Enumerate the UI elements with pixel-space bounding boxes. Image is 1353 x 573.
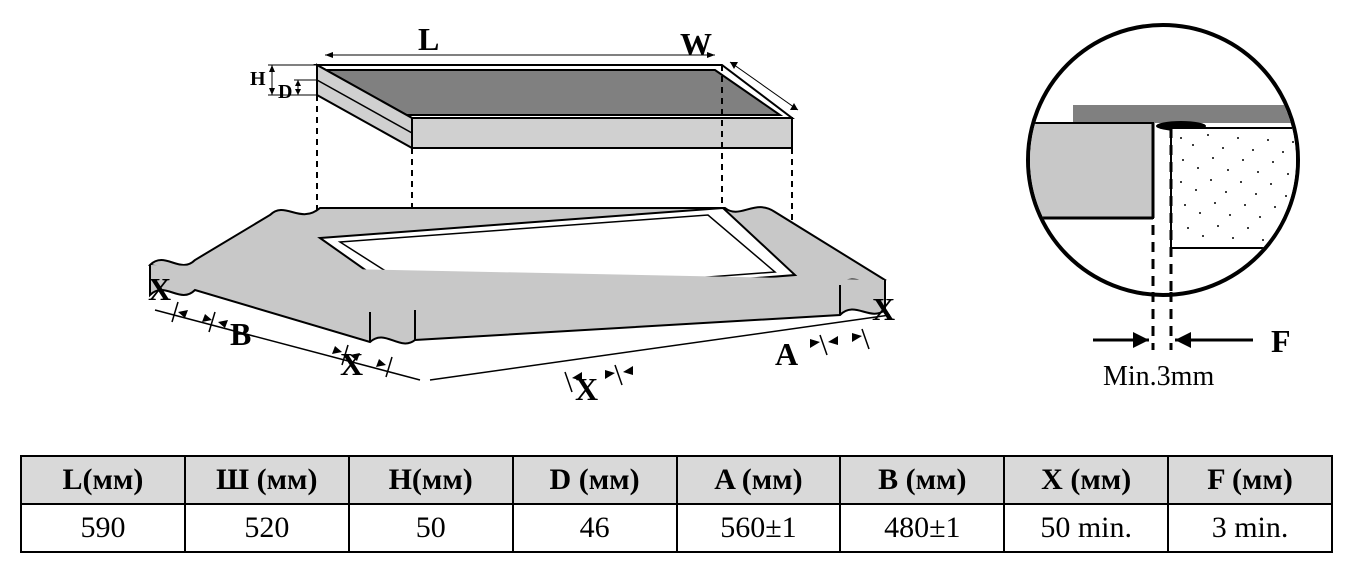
col-F: F (мм)	[1168, 456, 1332, 504]
label-A: A	[775, 336, 798, 372]
detail-note: Min.3mm	[1103, 361, 1214, 392]
label-D: D	[278, 81, 292, 103]
col-W: Ш (мм)	[185, 456, 349, 504]
val-L: 590	[21, 504, 185, 552]
detail-inset: F Min.3mm	[993, 20, 1333, 405]
table-row: 590 520 50 46 560±1 480±1 50 min. 3 min.	[21, 504, 1332, 552]
col-B: B (мм)	[840, 456, 1004, 504]
val-H: 50	[349, 504, 513, 552]
col-D: D (мм)	[513, 456, 677, 504]
val-D: 46	[513, 504, 677, 552]
val-A: 560±1	[677, 504, 841, 552]
val-B: 480±1	[840, 504, 1004, 552]
label-L: L	[418, 21, 439, 57]
label-X-1: X	[148, 271, 171, 307]
col-L: L(мм)	[21, 456, 185, 504]
exploded-diagram: L W H D	[20, 20, 993, 425]
label-H: H	[250, 68, 266, 90]
diagram-area: L W H D	[20, 20, 1333, 425]
col-X: X (мм)	[1004, 456, 1168, 504]
col-A: A (мм)	[677, 456, 841, 504]
label-X-4: X	[872, 291, 895, 327]
val-X: 50 min.	[1004, 504, 1168, 552]
table-header-row: L(мм) Ш (мм) H(мм) D (мм) A (мм) B (мм) …	[21, 456, 1332, 504]
dimensions-table: L(мм) Ш (мм) H(мм) D (мм) A (мм) B (мм) …	[20, 455, 1333, 553]
val-W: 520	[185, 504, 349, 552]
label-F: F	[1271, 323, 1291, 359]
col-H: H(мм)	[349, 456, 513, 504]
val-F: 3 min.	[1168, 504, 1332, 552]
